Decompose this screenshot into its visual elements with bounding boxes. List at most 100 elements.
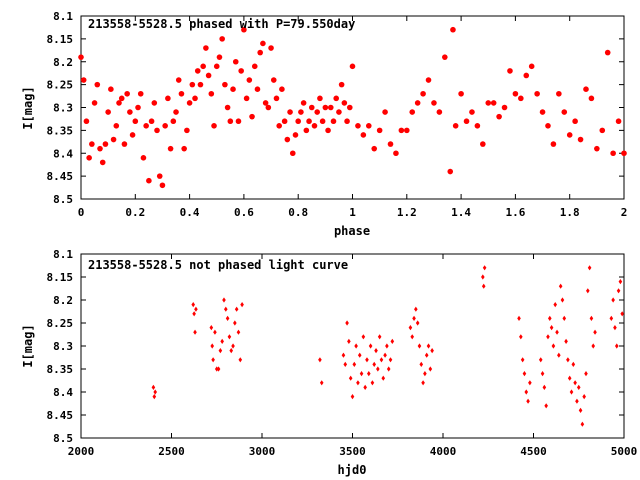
unphased-data-point <box>580 421 585 427</box>
unphased-x-tick-label: 2500 <box>158 445 185 458</box>
phased-data-point <box>336 109 342 115</box>
phased-data-point <box>83 118 90 125</box>
phased-data-point <box>469 109 475 115</box>
phased-data-point <box>137 90 144 97</box>
unphased-data-point <box>560 297 565 303</box>
unphased-data-point <box>567 375 572 381</box>
phased-data-point <box>118 95 125 102</box>
phased-data-point <box>140 155 147 161</box>
unphased-data-point <box>233 320 237 326</box>
phased-data-point <box>425 77 432 83</box>
phased-data-point <box>235 118 242 125</box>
unphased-data-point <box>385 343 389 349</box>
phased-data-point <box>599 127 606 134</box>
unphased-data-point <box>381 375 386 381</box>
phased-data-point <box>251 63 258 70</box>
phased-x-tick-label: 1.4 <box>451 206 471 219</box>
phased-data-point <box>387 141 394 147</box>
unphased-data-point <box>365 357 369 363</box>
phased-data-point <box>159 182 166 189</box>
unphased-data-point <box>547 315 552 321</box>
phased-data-point <box>561 109 568 115</box>
phased-data-point <box>308 104 315 111</box>
unphased-data-point <box>222 297 226 303</box>
phased-data-point <box>216 54 223 60</box>
phased-data-point <box>289 150 296 157</box>
unphased-chart: 2000 2500 3000 3500 4000 4500 5000 8.18.158.28… <box>21 248 637 477</box>
phased-data-point <box>124 90 130 97</box>
phased-data-point <box>175 77 182 83</box>
unphased-data-point <box>359 371 364 377</box>
unphased-y-tick-label: 8.35 <box>47 363 74 376</box>
phased-data-point <box>113 123 120 129</box>
phased-data-point <box>409 109 416 115</box>
phased-x-axis-label: phase <box>334 224 370 238</box>
phased-data-point <box>330 118 337 125</box>
unphased-data-point <box>410 334 415 340</box>
unphased-data-point <box>238 357 243 363</box>
unphased-data-point <box>227 334 232 340</box>
unphased-data-point <box>347 338 351 344</box>
phased-data-point <box>355 123 361 129</box>
unphased-data-point <box>374 348 378 354</box>
unphased-data-point <box>363 384 367 390</box>
unphased-data-point <box>620 311 624 317</box>
phased-data-point <box>246 77 253 83</box>
unphased-data-point <box>430 348 434 354</box>
phased-data-point <box>154 127 160 134</box>
phased-data-point <box>458 90 464 97</box>
phased-data-point <box>97 145 103 152</box>
unphased-data-point <box>589 315 594 321</box>
phased-data-point <box>287 109 293 115</box>
phased-data-point <box>528 63 535 70</box>
unphased-data-point <box>343 361 348 367</box>
phased-data-point <box>450 26 456 33</box>
unphased-data-point <box>555 329 559 335</box>
phased-x-ticks: 0 0.2 0.4 0.6 0.8 1 1.2 1.4 1.6 1.8 2 <box>78 16 628 219</box>
phased-data-point <box>232 58 239 65</box>
unphased-data-point <box>354 343 358 349</box>
unphased-data-point <box>616 288 621 294</box>
unphased-data-point <box>520 357 525 363</box>
phased-data-point <box>94 81 101 88</box>
phased-x-tick-label: 2 <box>621 206 628 219</box>
phased-data-point <box>80 77 87 83</box>
unphased-data-point <box>348 375 353 381</box>
phased-data-point <box>276 123 282 129</box>
phased-y-tick-label: 8.45 <box>47 170 74 183</box>
unphased-x-tick-label: 3000 <box>249 445 276 458</box>
unphased-data-point <box>564 338 568 344</box>
unphased-data-point <box>225 315 230 321</box>
unphased-data-point <box>609 315 614 321</box>
phased-data-point <box>512 90 519 97</box>
unphased-data-point <box>216 366 221 372</box>
unphased-data-point <box>569 389 574 395</box>
unphased-y-tick-label: 8.5 <box>53 432 73 445</box>
unphased-data-point <box>193 329 197 335</box>
unphased-data-point <box>368 343 373 349</box>
phased-data-point <box>346 104 353 111</box>
phased-data-point <box>181 145 187 152</box>
phased-data-point <box>279 86 285 92</box>
unphased-data-point <box>192 311 196 317</box>
phased-data-point <box>485 100 492 106</box>
unphased-data-point <box>229 348 234 354</box>
phased-data-point <box>211 123 217 129</box>
unphased-data-point <box>194 306 198 312</box>
phased-data-point <box>311 123 318 129</box>
phased-data-point <box>344 118 350 125</box>
unphased-data-point <box>542 384 547 390</box>
phased-data-point <box>270 77 277 83</box>
phased-y-tick-label: 8.2 <box>53 56 73 69</box>
unphased-y-tick-label: 8.3 <box>53 340 73 353</box>
phased-x-tick-label: 1 <box>349 206 356 219</box>
phased-data-point <box>108 86 114 92</box>
phased-data-point <box>322 104 329 111</box>
phased-data-point <box>284 136 291 143</box>
unphased-x-tick-label: 5000 <box>611 445 638 458</box>
unphased-data-point <box>553 302 558 308</box>
phased-data-point <box>127 109 133 115</box>
phased-data-point <box>496 113 502 120</box>
unphased-data-point <box>566 357 570 363</box>
phased-data-point <box>91 100 98 106</box>
